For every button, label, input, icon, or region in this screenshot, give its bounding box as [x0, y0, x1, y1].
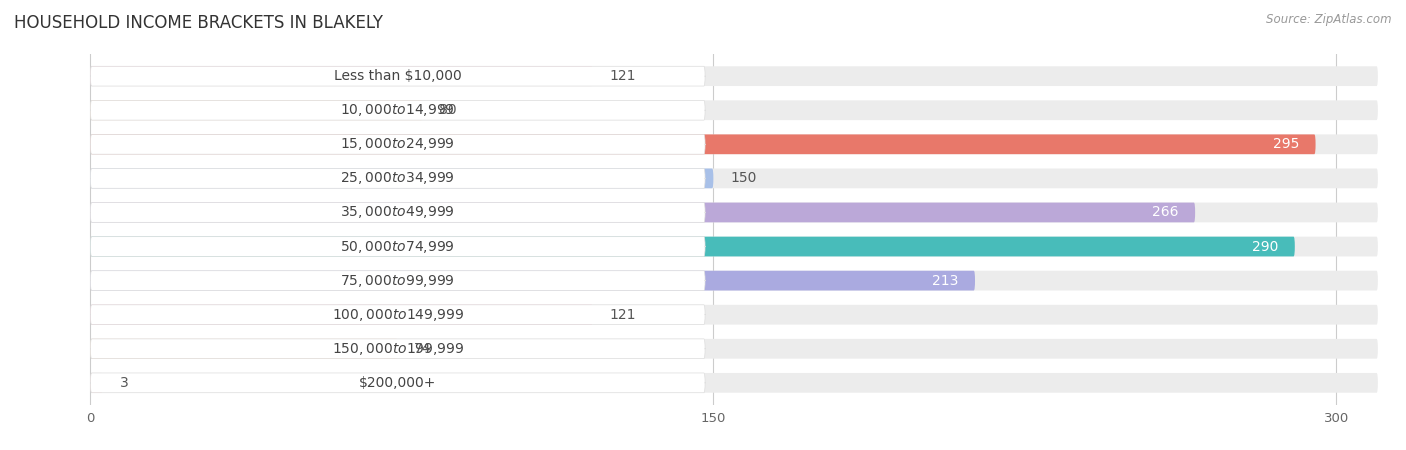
- FancyBboxPatch shape: [90, 237, 1295, 256]
- Text: 3: 3: [120, 376, 128, 390]
- FancyBboxPatch shape: [90, 135, 1316, 154]
- FancyBboxPatch shape: [90, 100, 1378, 120]
- Text: 121: 121: [610, 69, 636, 83]
- Text: 266: 266: [1152, 206, 1178, 220]
- FancyBboxPatch shape: [90, 202, 1195, 222]
- Text: 213: 213: [932, 274, 959, 288]
- FancyBboxPatch shape: [90, 237, 704, 256]
- Text: $200,000+: $200,000+: [359, 376, 436, 390]
- FancyBboxPatch shape: [90, 66, 704, 86]
- Text: Less than $10,000: Less than $10,000: [333, 69, 461, 83]
- FancyBboxPatch shape: [90, 271, 974, 291]
- Text: 290: 290: [1251, 239, 1278, 253]
- FancyBboxPatch shape: [90, 339, 398, 359]
- FancyBboxPatch shape: [90, 373, 103, 393]
- FancyBboxPatch shape: [90, 271, 704, 291]
- FancyBboxPatch shape: [90, 168, 1378, 188]
- Text: HOUSEHOLD INCOME BRACKETS IN BLAKELY: HOUSEHOLD INCOME BRACKETS IN BLAKELY: [14, 14, 382, 32]
- FancyBboxPatch shape: [90, 373, 704, 393]
- FancyBboxPatch shape: [90, 202, 1378, 222]
- FancyBboxPatch shape: [90, 135, 704, 154]
- FancyBboxPatch shape: [90, 237, 1378, 256]
- FancyBboxPatch shape: [90, 305, 593, 324]
- FancyBboxPatch shape: [90, 135, 1378, 154]
- FancyBboxPatch shape: [90, 100, 423, 120]
- Text: 150: 150: [730, 171, 756, 185]
- FancyBboxPatch shape: [90, 373, 1378, 393]
- FancyBboxPatch shape: [90, 168, 704, 188]
- FancyBboxPatch shape: [90, 305, 1378, 324]
- Text: $75,000 to $99,999: $75,000 to $99,999: [340, 273, 456, 288]
- FancyBboxPatch shape: [90, 202, 704, 222]
- Text: $25,000 to $34,999: $25,000 to $34,999: [340, 171, 456, 186]
- FancyBboxPatch shape: [90, 66, 593, 86]
- Text: $10,000 to $14,999: $10,000 to $14,999: [340, 102, 456, 118]
- Text: 80: 80: [439, 103, 457, 117]
- Text: 295: 295: [1272, 137, 1299, 151]
- Text: 74: 74: [415, 342, 432, 356]
- FancyBboxPatch shape: [90, 305, 704, 324]
- Text: $15,000 to $24,999: $15,000 to $24,999: [340, 136, 456, 152]
- FancyBboxPatch shape: [90, 271, 1378, 291]
- Text: 121: 121: [610, 308, 636, 322]
- FancyBboxPatch shape: [90, 66, 1378, 86]
- FancyBboxPatch shape: [90, 339, 704, 359]
- Text: $50,000 to $74,999: $50,000 to $74,999: [340, 238, 456, 255]
- Text: $150,000 to $199,999: $150,000 to $199,999: [332, 341, 464, 357]
- Text: Source: ZipAtlas.com: Source: ZipAtlas.com: [1267, 14, 1392, 27]
- FancyBboxPatch shape: [90, 100, 704, 120]
- FancyBboxPatch shape: [90, 339, 1378, 359]
- Text: $35,000 to $49,999: $35,000 to $49,999: [340, 204, 456, 220]
- FancyBboxPatch shape: [90, 168, 713, 188]
- Text: $100,000 to $149,999: $100,000 to $149,999: [332, 307, 464, 323]
